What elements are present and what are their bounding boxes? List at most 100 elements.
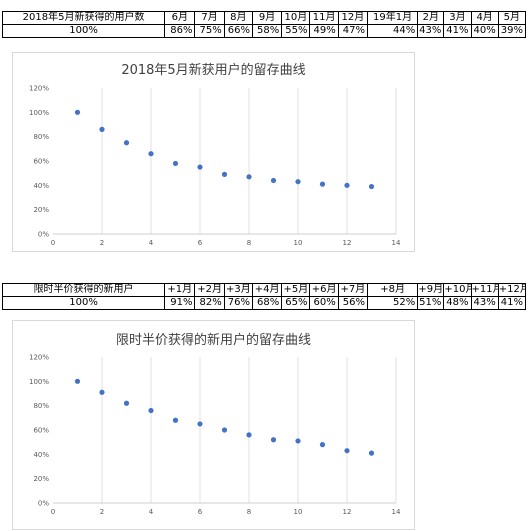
y-tick-label: 80% bbox=[33, 133, 49, 141]
table-header-cell: +3月 bbox=[223, 283, 253, 297]
data-point bbox=[172, 417, 179, 423]
retention-chart-may-2018: 2018年5月新获用户的留存曲线 0 2 4 6 8 10 12 14 0% 20% 40% 60% 8… bbox=[12, 52, 415, 252]
table-header-cell: +7月 bbox=[337, 283, 369, 297]
table-header-cell: +6月 bbox=[309, 283, 339, 297]
x-tick-label: 12 bbox=[343, 239, 352, 247]
chart-title: 2018年5月新获用户的留存曲线 bbox=[121, 63, 306, 78]
data-point bbox=[197, 164, 203, 170]
data-point bbox=[221, 171, 228, 177]
x-tick-label: 10 bbox=[294, 239, 303, 247]
table-value-cell: 86% bbox=[164, 24, 196, 38]
x-tick-label: 6 bbox=[198, 508, 203, 516]
x-tick-label: 0 bbox=[51, 239, 55, 247]
table-value-cell: 40% bbox=[470, 24, 499, 38]
table-header-cell: 7月 bbox=[194, 11, 225, 25]
x-tick-label: 0 bbox=[51, 508, 55, 516]
table-value-cell: 65% bbox=[281, 296, 311, 310]
data-point bbox=[368, 450, 375, 456]
table-value-cell: 56% bbox=[337, 296, 369, 310]
table-value-cell: 49% bbox=[309, 24, 339, 38]
data-point bbox=[246, 432, 252, 438]
table-value-cell: 44% bbox=[366, 24, 419, 38]
data-point bbox=[221, 427, 228, 433]
table-header-cell: 2018年5月新获得的用户数 bbox=[1, 11, 166, 25]
table-value-row: 100% 91% 82% 76% 68% 65% 60% 56% 52% 51%… bbox=[1, 296, 527, 310]
data-point bbox=[246, 174, 252, 180]
table-header-cell: 5月 bbox=[497, 11, 527, 25]
table-value-cell: 43% bbox=[417, 24, 445, 38]
table-header-row: 2018年5月新获得的用户数 6月 7月 8月 9月 10月 11月 12月 1… bbox=[1, 11, 527, 25]
data-point bbox=[148, 407, 154, 414]
table-value-cell: 41% bbox=[443, 24, 472, 38]
x-tick-label: 4 bbox=[149, 508, 154, 516]
table-value-cell: 55% bbox=[281, 24, 311, 38]
table-value-cell: 75% bbox=[194, 24, 225, 38]
table-header-cell: +4月 bbox=[251, 283, 283, 297]
data-point bbox=[148, 151, 154, 157]
table-header-cell: +8月 bbox=[366, 283, 419, 297]
table-header-cell: 19年1月 bbox=[366, 11, 419, 25]
data-point bbox=[270, 177, 277, 184]
table-value-cell: 82% bbox=[194, 296, 225, 310]
x-tick-label: 14 bbox=[392, 239, 401, 247]
y-tick-label: 120% bbox=[29, 85, 49, 93]
retention-table-may-2018: 2018年5月新获得的用户数 6月 7月 8月 9月 10月 11月 12月 1… bbox=[1, 11, 527, 38]
data-point bbox=[74, 378, 81, 384]
table-value-cell: 52% bbox=[366, 296, 419, 310]
data-point bbox=[123, 400, 130, 406]
table-header-cell: 8月 bbox=[223, 11, 253, 25]
y-tick-label: 40% bbox=[33, 182, 49, 190]
table-header-cell: 2月 bbox=[417, 11, 445, 25]
retention-table-half-price: 限时半价获得的新用户 +1月 +2月 +3月 +4月 +5月 +6月 +7月 +… bbox=[1, 283, 527, 310]
x-tick-label: 4 bbox=[149, 239, 154, 247]
chart-plot: 0 2 4 6 8 10 12 14 0% 20% 40% 60% 80% 100% 120% bbox=[29, 354, 401, 517]
chart-title: 限时半价获得的新用户的留存曲线 bbox=[115, 333, 311, 348]
data-point bbox=[368, 183, 375, 190]
table-value-cell: 58% bbox=[251, 24, 283, 38]
data-point bbox=[344, 448, 350, 454]
x-tick-label: 6 bbox=[198, 239, 203, 247]
x-tick-label: 14 bbox=[392, 508, 401, 516]
table-value-cell: 100% bbox=[1, 24, 166, 38]
table-value-cell: 51% bbox=[417, 296, 445, 310]
table-header-cell: +2月 bbox=[194, 283, 225, 297]
data-point bbox=[197, 421, 203, 427]
table-header-cell: +12月 bbox=[497, 283, 527, 297]
table-value-cell: 60% bbox=[309, 296, 339, 310]
table-header-cell: 10月 bbox=[281, 11, 311, 25]
y-tick-label: 40% bbox=[33, 451, 49, 459]
table-value-row: 100% 86% 75% 66% 58% 55% 49% 47% 44% 43%… bbox=[1, 24, 527, 38]
table-value-cell: 41% bbox=[497, 296, 527, 310]
chart-plot: 0 2 4 6 8 10 12 14 0% 20% 40% 60% 80% 100% 120% bbox=[29, 85, 401, 248]
y-tick-label: 80% bbox=[33, 402, 49, 410]
data-point bbox=[99, 126, 105, 132]
data-point bbox=[295, 438, 301, 444]
table-value-cell: 43% bbox=[470, 296, 499, 310]
table-header-cell: 12月 bbox=[337, 11, 369, 25]
table-value-cell: 100% bbox=[1, 296, 166, 310]
y-tick-label: 120% bbox=[29, 354, 49, 362]
data-point bbox=[319, 442, 326, 448]
data-point bbox=[123, 140, 130, 146]
y-tick-label: 20% bbox=[33, 475, 49, 483]
table-header-cell: +1月 bbox=[164, 283, 196, 297]
table-header-cell: +10月 bbox=[443, 283, 472, 297]
table-header-cell: +5月 bbox=[281, 283, 311, 297]
table-header-cell: 限时半价获得的新用户 bbox=[1, 283, 166, 297]
table-value-cell: 48% bbox=[443, 296, 472, 310]
data-point bbox=[270, 437, 277, 443]
x-tick-label: 2 bbox=[100, 239, 104, 247]
table-value-cell: 66% bbox=[223, 24, 253, 38]
table-header-cell: 11月 bbox=[309, 11, 339, 25]
table-header-cell: +9月 bbox=[417, 283, 445, 297]
x-tick-label: 8 bbox=[247, 239, 251, 247]
data-point bbox=[172, 160, 179, 167]
x-tick-label: 10 bbox=[294, 508, 303, 516]
x-tick-label: 2 bbox=[100, 508, 104, 516]
data-point bbox=[74, 109, 81, 115]
y-tick-label: 100% bbox=[29, 378, 49, 386]
data-point bbox=[319, 181, 326, 187]
data-point bbox=[99, 389, 105, 395]
y-tick-label: 20% bbox=[33, 206, 49, 214]
table-value-cell: 91% bbox=[164, 296, 196, 310]
